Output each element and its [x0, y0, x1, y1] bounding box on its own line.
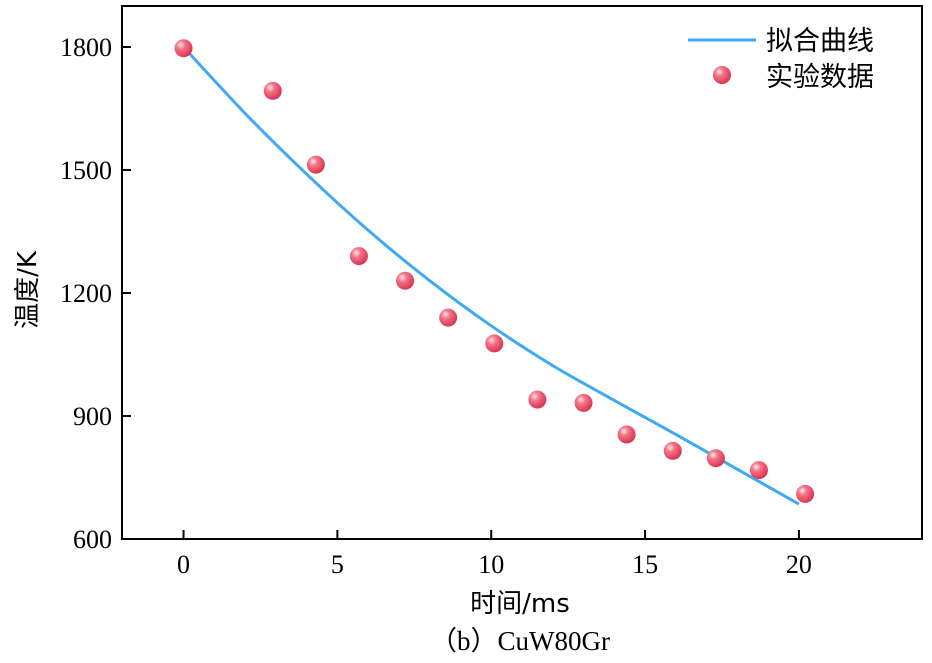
plot-axes: 0 5 10 15 20 600 900 1200 1500 1800: [60, 5, 923, 579]
legend-fit-label: 拟合曲线: [766, 26, 874, 57]
data-points: [174, 39, 815, 503]
y-ticks: 600 900 1200 1500 1800: [60, 33, 131, 554]
data-point: [796, 484, 815, 503]
legend: 拟合曲线 实验数据: [688, 26, 874, 93]
x-tick-label: 5: [331, 550, 344, 579]
data-point: [663, 441, 682, 460]
y-tick-label: 600: [73, 525, 112, 554]
data-point: [617, 425, 636, 444]
x-ticks: 0 5 10 15 20: [177, 530, 812, 579]
y-tick-label: 1500: [60, 156, 112, 185]
data-point: [749, 461, 768, 480]
x-tick-label: 10: [478, 550, 504, 579]
y-tick-label: 900: [73, 402, 112, 431]
y-tick-label: 1200: [60, 279, 112, 308]
legend-points-swatch: [713, 66, 731, 84]
data-point: [485, 334, 504, 353]
x-axis-title: 时间/ms: [470, 589, 570, 619]
data-point: [706, 449, 725, 468]
data-point: [349, 247, 368, 266]
data-point: [528, 390, 547, 409]
data-point: [396, 271, 415, 290]
data-point: [263, 81, 282, 100]
data-point: [574, 393, 593, 412]
data-point: [439, 308, 458, 327]
figure-caption: （b）CuW80Gr: [430, 626, 610, 656]
fit-curve-line: [182, 45, 800, 506]
legend-points-label: 实验数据: [766, 62, 874, 93]
data-point: [306, 155, 325, 174]
x-tick-label: 0: [177, 550, 190, 579]
plot-frame: [121, 5, 923, 540]
x-tick-label: 20: [786, 550, 812, 579]
y-tick-label: 1800: [60, 33, 112, 62]
x-tick-label: 15: [632, 550, 658, 579]
y-axis-title: 温度/K: [13, 250, 43, 329]
data-point: [174, 39, 193, 58]
